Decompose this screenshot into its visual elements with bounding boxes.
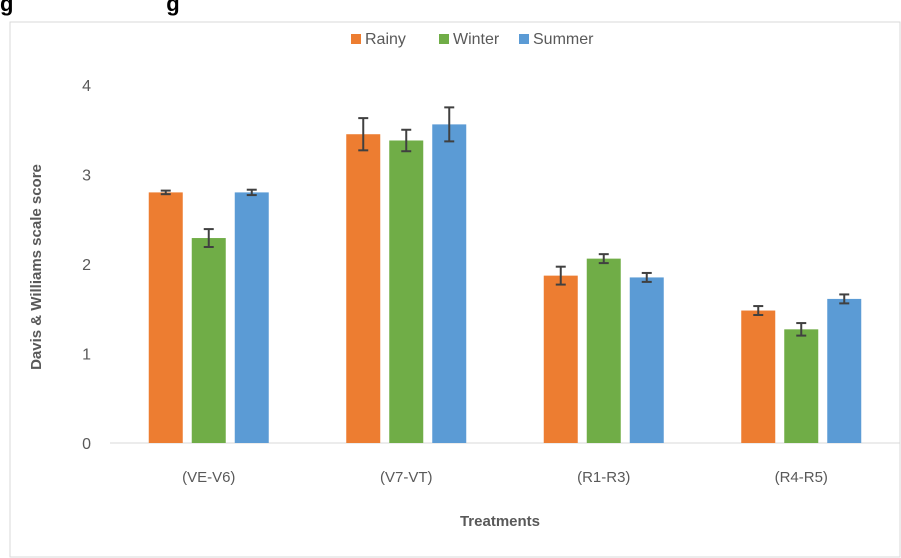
x-tick-label: (V7-VT) xyxy=(380,469,433,486)
error-bar-winter-1 xyxy=(401,128,412,153)
error-bar-summer-0 xyxy=(246,188,257,197)
bar-summer-0 xyxy=(234,192,269,443)
x-tick-label: (VE-V6) xyxy=(182,469,235,486)
legend-label: Rainy xyxy=(365,31,406,48)
legend-label: Winter xyxy=(453,31,500,48)
error-bar-winter-2 xyxy=(598,253,609,265)
y-axis: 0 1 2 3 4 xyxy=(82,78,91,453)
error-bar-rainy-1 xyxy=(358,117,369,152)
error-bars xyxy=(160,106,850,337)
bar-rainy-3 xyxy=(741,310,776,443)
y-tick-label: 2 xyxy=(82,257,91,274)
bars xyxy=(148,124,862,444)
bar-rainy-2 xyxy=(543,275,578,443)
bar-summer-3 xyxy=(827,298,862,443)
x-axis-title: Treatments xyxy=(460,513,540,530)
bar-winter-0 xyxy=(191,238,226,443)
x-tick-label: (R1-R3) xyxy=(577,469,630,486)
bar-winter-2 xyxy=(586,258,621,443)
bar-winter-3 xyxy=(784,329,819,443)
bar-summer-1 xyxy=(432,124,467,443)
header-fragment: g g xyxy=(0,0,180,16)
bar-rainy-1 xyxy=(346,134,381,443)
legend-swatch xyxy=(351,34,361,44)
legend-item-summer: Summer xyxy=(519,31,594,48)
y-tick-label: 1 xyxy=(82,347,91,364)
error-bar-rainy-3 xyxy=(753,305,764,317)
bar-summer-2 xyxy=(629,277,664,443)
y-tick-label: 3 xyxy=(82,168,91,185)
error-bar-winter-0 xyxy=(203,228,214,248)
y-tick-label: 4 xyxy=(82,78,91,95)
legend-label: Summer xyxy=(533,31,594,48)
legend-item-winter: Winter xyxy=(439,31,500,48)
error-bar-summer-1 xyxy=(444,106,455,143)
x-tick-label: (R4-R5) xyxy=(775,469,828,486)
legend-swatch xyxy=(519,34,529,44)
legend-swatch xyxy=(439,34,449,44)
y-axis-title: Davis & Williams scale score xyxy=(28,164,45,370)
error-bar-rainy-2 xyxy=(555,265,566,286)
bar-winter-1 xyxy=(389,140,424,444)
bar-rainy-0 xyxy=(148,192,183,443)
legend: Rainy Winter Summer xyxy=(351,31,594,48)
error-bar-summer-3 xyxy=(839,293,850,305)
legend-item-rainy: Rainy xyxy=(351,31,406,48)
error-bar-rainy-0 xyxy=(160,189,171,196)
error-bar-summer-2 xyxy=(641,271,652,283)
error-bar-winter-3 xyxy=(796,322,807,337)
y-tick-label: 0 xyxy=(82,436,91,453)
